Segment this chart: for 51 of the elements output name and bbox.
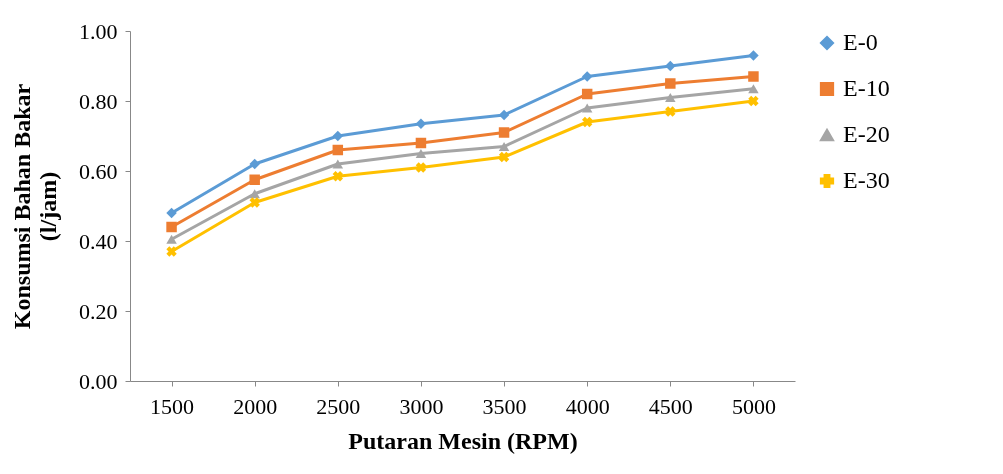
point xyxy=(332,171,343,182)
x-axis-title: Putaran Mesin (RPM) xyxy=(348,427,578,454)
x-tick-label: 3500 xyxy=(482,393,527,419)
point xyxy=(748,71,759,82)
point xyxy=(581,88,593,100)
y-tick-label: 0.40 xyxy=(79,228,118,254)
point xyxy=(581,103,593,113)
legend-label: E-0 xyxy=(843,29,878,55)
point xyxy=(332,159,344,169)
point xyxy=(332,130,344,142)
point xyxy=(415,137,427,149)
point xyxy=(582,116,593,128)
x-tick-label: 5000 xyxy=(731,393,776,419)
point xyxy=(665,106,676,117)
point xyxy=(166,234,177,244)
point xyxy=(166,221,177,233)
y-tick-label: 0.00 xyxy=(79,368,118,394)
point xyxy=(748,95,759,107)
point xyxy=(748,50,759,61)
point xyxy=(249,197,260,208)
point xyxy=(498,141,510,152)
point xyxy=(665,60,676,72)
y-tick-label: 1.00 xyxy=(79,18,118,44)
y-tick-label: 0.80 xyxy=(79,88,118,114)
point xyxy=(249,189,260,199)
x-tick-label: 1500 xyxy=(150,393,195,419)
point xyxy=(665,78,676,89)
point xyxy=(665,92,676,103)
x-tick-label: 2000 xyxy=(233,393,278,419)
point xyxy=(415,118,427,129)
y-tick-label: 0.60 xyxy=(79,158,118,184)
point xyxy=(498,127,510,138)
point xyxy=(415,162,427,173)
legend-label: E-10 xyxy=(843,75,890,101)
point xyxy=(332,144,344,156)
point xyxy=(249,158,260,170)
point xyxy=(249,174,260,185)
point xyxy=(498,151,510,163)
point xyxy=(748,84,759,94)
legend-label: E-30 xyxy=(843,167,890,193)
legend-label: E-20 xyxy=(843,121,890,147)
y-tick-label: 0.20 xyxy=(79,298,118,324)
x-tick-label: 3000 xyxy=(399,393,444,419)
x-tick-label: 4500 xyxy=(648,393,693,419)
x-tick-label: 4000 xyxy=(565,393,610,419)
point xyxy=(415,148,427,159)
point xyxy=(166,207,177,219)
y-axis-title: Konsumsi Bahan Bakar (l/jam) xyxy=(9,83,61,330)
point xyxy=(166,246,177,257)
x-tick-label: 2500 xyxy=(316,393,361,419)
point xyxy=(581,71,593,82)
